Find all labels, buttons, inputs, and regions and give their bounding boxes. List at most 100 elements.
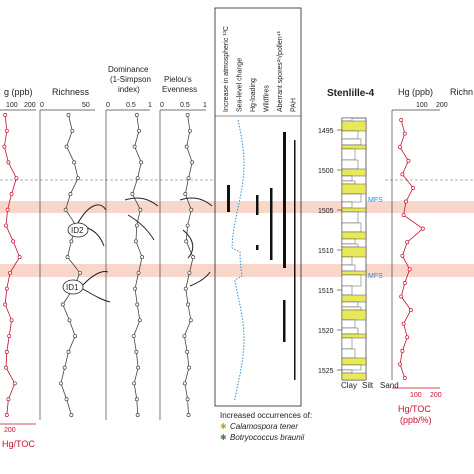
mfs-bottom-label: MFS bbox=[368, 273, 383, 280]
highlight-band-lower bbox=[0, 264, 474, 277]
lithology-bed bbox=[341, 357, 367, 366]
depth-tick-label: 1525 bbox=[318, 368, 334, 375]
hg-left-point bbox=[3, 302, 8, 307]
dominance-point bbox=[135, 302, 140, 307]
hg-right-point bbox=[399, 118, 404, 122]
hg-right-point bbox=[401, 321, 406, 326]
hg-left-tick-200: 200 bbox=[24, 102, 36, 109]
lithology-bed bbox=[341, 130, 359, 140]
evenness-tick-05: 0.5 bbox=[180, 102, 190, 109]
hg-right-point bbox=[405, 240, 410, 245]
hg-left-point bbox=[4, 286, 9, 291]
richness-point bbox=[70, 128, 75, 133]
hg-right-point bbox=[420, 226, 425, 231]
event-marks bbox=[227, 132, 296, 380]
evenness-point bbox=[187, 365, 191, 370]
event-bar-0 bbox=[227, 185, 230, 212]
lithology-bed bbox=[341, 319, 356, 329]
section-title: Stenlille-4 bbox=[327, 88, 375, 99]
dominance-point bbox=[134, 113, 139, 117]
events-box bbox=[214, 7, 302, 407]
event-column-header-0: Increase in atmospheric ¹³C bbox=[223, 26, 230, 112]
hg-left-point bbox=[9, 318, 14, 323]
silt-label: Silt bbox=[362, 381, 374, 390]
event-bar-5 bbox=[294, 140, 296, 380]
evenness-point bbox=[183, 286, 188, 291]
panel-frames bbox=[0, 109, 440, 420]
hg-right-point bbox=[404, 199, 408, 204]
evenness-point bbox=[189, 207, 194, 212]
arrow-id2-a bbox=[77, 204, 107, 224]
lithology-bed bbox=[341, 294, 367, 303]
lithology-bed bbox=[341, 274, 362, 287]
dominance-point bbox=[134, 397, 139, 402]
hg-left-point bbox=[3, 113, 8, 117]
lithology-bed bbox=[341, 238, 356, 245]
hg-right-point bbox=[400, 172, 405, 177]
hg-left-point bbox=[7, 334, 12, 339]
event-bar-7 bbox=[256, 245, 259, 250]
richness-header: Richness bbox=[52, 87, 90, 97]
hg-right-point bbox=[398, 362, 402, 367]
arrow-id2-b bbox=[87, 227, 105, 247]
lithology-bed bbox=[341, 148, 356, 161]
hg-right-line bbox=[399, 119, 424, 379]
evenness-point bbox=[188, 318, 193, 323]
dominance-point bbox=[135, 176, 140, 181]
dominance-point bbox=[136, 270, 141, 275]
hgtoc-right-tick-200: 200 bbox=[430, 392, 442, 399]
dominance-point bbox=[137, 318, 142, 323]
curved-arrows bbox=[77, 197, 213, 303]
hg-right-point bbox=[399, 294, 404, 299]
event-bar-4 bbox=[283, 300, 286, 342]
legend-marker-botryococcus: ✱ bbox=[220, 433, 227, 442]
richness-point bbox=[64, 144, 69, 149]
hg-left-point bbox=[4, 128, 9, 133]
hgtoc-left-label: Hg/TOC bbox=[2, 439, 35, 449]
lithology-bed bbox=[341, 337, 353, 350]
dominance-tick-1: 1 bbox=[148, 102, 152, 109]
richness-point bbox=[66, 349, 71, 354]
hg-left-point bbox=[4, 413, 9, 417]
depth-tick-label: 1505 bbox=[318, 208, 334, 215]
arrow-id1-b bbox=[82, 288, 111, 303]
hgtoc-left-tick: 200 bbox=[4, 427, 16, 434]
arrow-id1-a bbox=[82, 271, 109, 286]
dominance-point bbox=[135, 413, 140, 417]
hg-left-point bbox=[17, 255, 22, 260]
evenness-point bbox=[185, 397, 190, 402]
lithology-bed bbox=[341, 207, 367, 213]
lithology-bed bbox=[341, 120, 367, 132]
depth-tick-label: 1500 bbox=[318, 168, 334, 175]
event-bar-3 bbox=[283, 132, 286, 268]
depth-tick-label: 1495 bbox=[318, 128, 334, 135]
id1-label: ID1 bbox=[66, 283, 79, 292]
lithology-bed bbox=[341, 183, 367, 195]
richness-point bbox=[69, 413, 74, 417]
hg-right-point bbox=[398, 145, 402, 150]
evenness-point bbox=[186, 302, 191, 307]
hg-left-line bbox=[3, 114, 21, 416]
evenness-point bbox=[186, 413, 191, 417]
lithology-bed bbox=[341, 175, 353, 182]
hg-left-point bbox=[2, 144, 7, 149]
hg-right-point bbox=[402, 376, 407, 380]
evenness-point bbox=[191, 255, 196, 260]
lithology-bed bbox=[341, 327, 359, 335]
dominance-header-line1: Dominance bbox=[108, 65, 149, 74]
hg-right-point bbox=[400, 253, 405, 258]
dominance-header-line2: (1-Simpson bbox=[110, 75, 151, 84]
lithology-bed bbox=[341, 168, 367, 177]
evenness-point bbox=[187, 270, 192, 275]
mfs-top-label: MFS bbox=[368, 197, 383, 204]
evenness-point bbox=[187, 128, 192, 133]
lithology-bed bbox=[341, 256, 353, 266]
dominance-point bbox=[130, 191, 135, 196]
richness-point bbox=[64, 397, 69, 402]
depth-tick-label: 1515 bbox=[318, 288, 334, 295]
legend-item-botryococcus: Botryococcus braunii bbox=[230, 433, 304, 442]
richness-point bbox=[65, 255, 70, 260]
lithology-bed bbox=[341, 270, 367, 276]
evenness-header-line2: Evenness bbox=[162, 85, 197, 94]
depth-tick-label: 1520 bbox=[318, 328, 334, 335]
